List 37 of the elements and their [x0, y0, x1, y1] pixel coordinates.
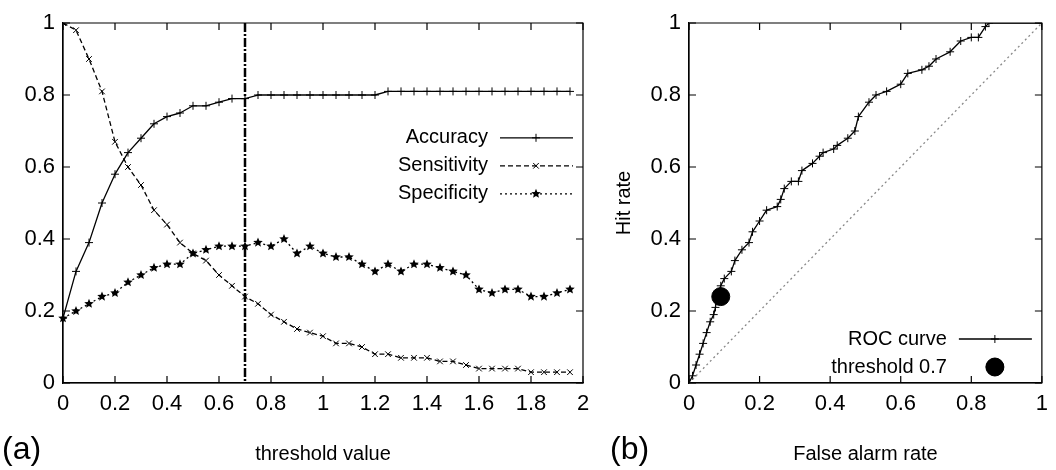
y-tick-label: 0.8 — [24, 81, 55, 107]
y-tick-label: 0.4 — [650, 225, 681, 251]
text: (b) — [610, 429, 650, 466]
x-tick-label: 1.8 — [515, 390, 547, 416]
x-tick-label: 0.4 — [151, 390, 183, 416]
y-tick-label: 0 — [42, 369, 55, 395]
x-tick-label: 0.8 — [255, 390, 287, 416]
text: (a) — [2, 429, 42, 466]
x-tick-label: 0.2 — [744, 390, 775, 416]
y-axis-title: Hit rate — [611, 170, 634, 236]
legend-label: Accuracy — [405, 125, 488, 148]
x-tick-label: 0.6 — [885, 390, 917, 416]
y-tick-label: 0.6 — [650, 153, 681, 179]
y-tick-label: 0.8 — [650, 81, 681, 107]
y-tick-label: 0.4 — [24, 225, 55, 251]
y-tick-label: 0.2 — [24, 297, 55, 323]
x-tick-label: 1 — [316, 390, 330, 416]
y-tick-label: 0 — [668, 369, 681, 395]
y-tick-label: 1 — [668, 9, 681, 35]
y-tick-label: 0.6 — [24, 153, 55, 179]
legend-label: threshold 0.7 — [831, 354, 947, 377]
x-tick-label: 1.4 — [411, 390, 443, 416]
x-tick-label: 0.6 — [203, 390, 235, 416]
x-tick-label: 1.6 — [463, 390, 495, 416]
legend-label: Specificity — [397, 181, 488, 204]
x-tick-label: 1 — [1035, 390, 1049, 416]
x-tick-label: 0.8 — [956, 390, 987, 416]
x-tick-label: 1.2 — [359, 390, 391, 416]
x-tick-label: 0.2 — [99, 390, 131, 416]
y-tick-label: 0.2 — [650, 297, 681, 323]
x-tick-label: 0.4 — [814, 390, 846, 416]
y-tick-label: 1 — [42, 9, 55, 35]
x-tick-label: 2 — [576, 390, 590, 416]
legend-label: Sensitivity — [397, 153, 488, 176]
legend-label: ROC curve — [847, 326, 947, 349]
x-axis-title: threshold value — [255, 441, 391, 464]
x-axis-title: False alarm rate — [793, 441, 938, 464]
